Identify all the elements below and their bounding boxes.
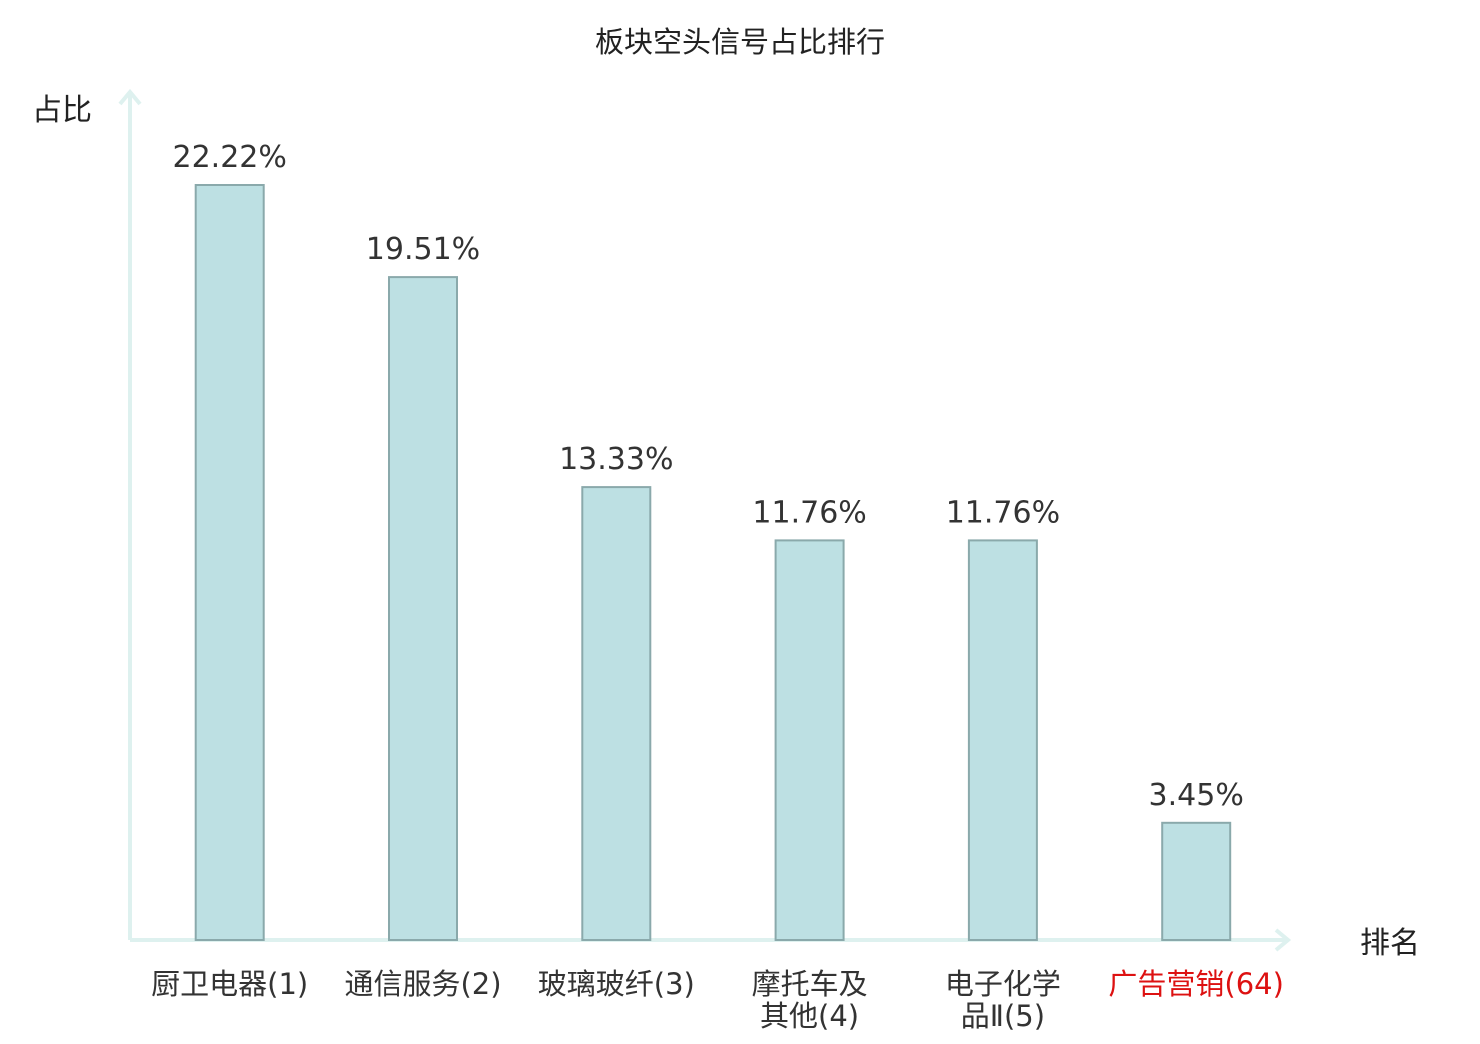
y-axis-arrow xyxy=(118,88,142,106)
category-label: 其他(4) xyxy=(760,999,859,1033)
value-label: 11.76% xyxy=(946,495,1060,530)
bar xyxy=(774,539,845,942)
value-label: 3.45% xyxy=(1149,778,1244,813)
category-label: 摩托车及 xyxy=(752,967,868,1001)
x-axis-arrow xyxy=(1274,928,1292,952)
axes xyxy=(118,88,1292,952)
bar xyxy=(388,276,458,942)
bar xyxy=(967,539,1038,942)
value-label: 22.22% xyxy=(173,140,287,175)
bar xyxy=(581,486,652,941)
category-label: 广告营销(64) xyxy=(1108,967,1284,1001)
category-label: 玻璃玻纤(3) xyxy=(538,967,695,1001)
x-axis-title: 排名 xyxy=(1360,926,1420,961)
chart-title: 板块空头信号占比排行 xyxy=(595,25,885,59)
bar-series xyxy=(194,184,1232,942)
category-label: 通信服务(2) xyxy=(344,967,501,1001)
bar xyxy=(1161,821,1232,941)
bar xyxy=(194,184,265,941)
category-label: 厨卫电器(1) xyxy=(151,967,308,1001)
value-label: 13.33% xyxy=(559,442,673,477)
value-label: 19.51% xyxy=(366,232,480,267)
category-label: 电子化学 xyxy=(945,967,1061,1001)
value-labels: 22.22% 19.51% 13.33% 11.76% 11.76% 3.45% xyxy=(173,140,1244,813)
value-label: 11.76% xyxy=(752,495,866,530)
y-axis-title: 占比 xyxy=(32,93,92,128)
category-label: 品Ⅱ(5) xyxy=(961,999,1045,1033)
